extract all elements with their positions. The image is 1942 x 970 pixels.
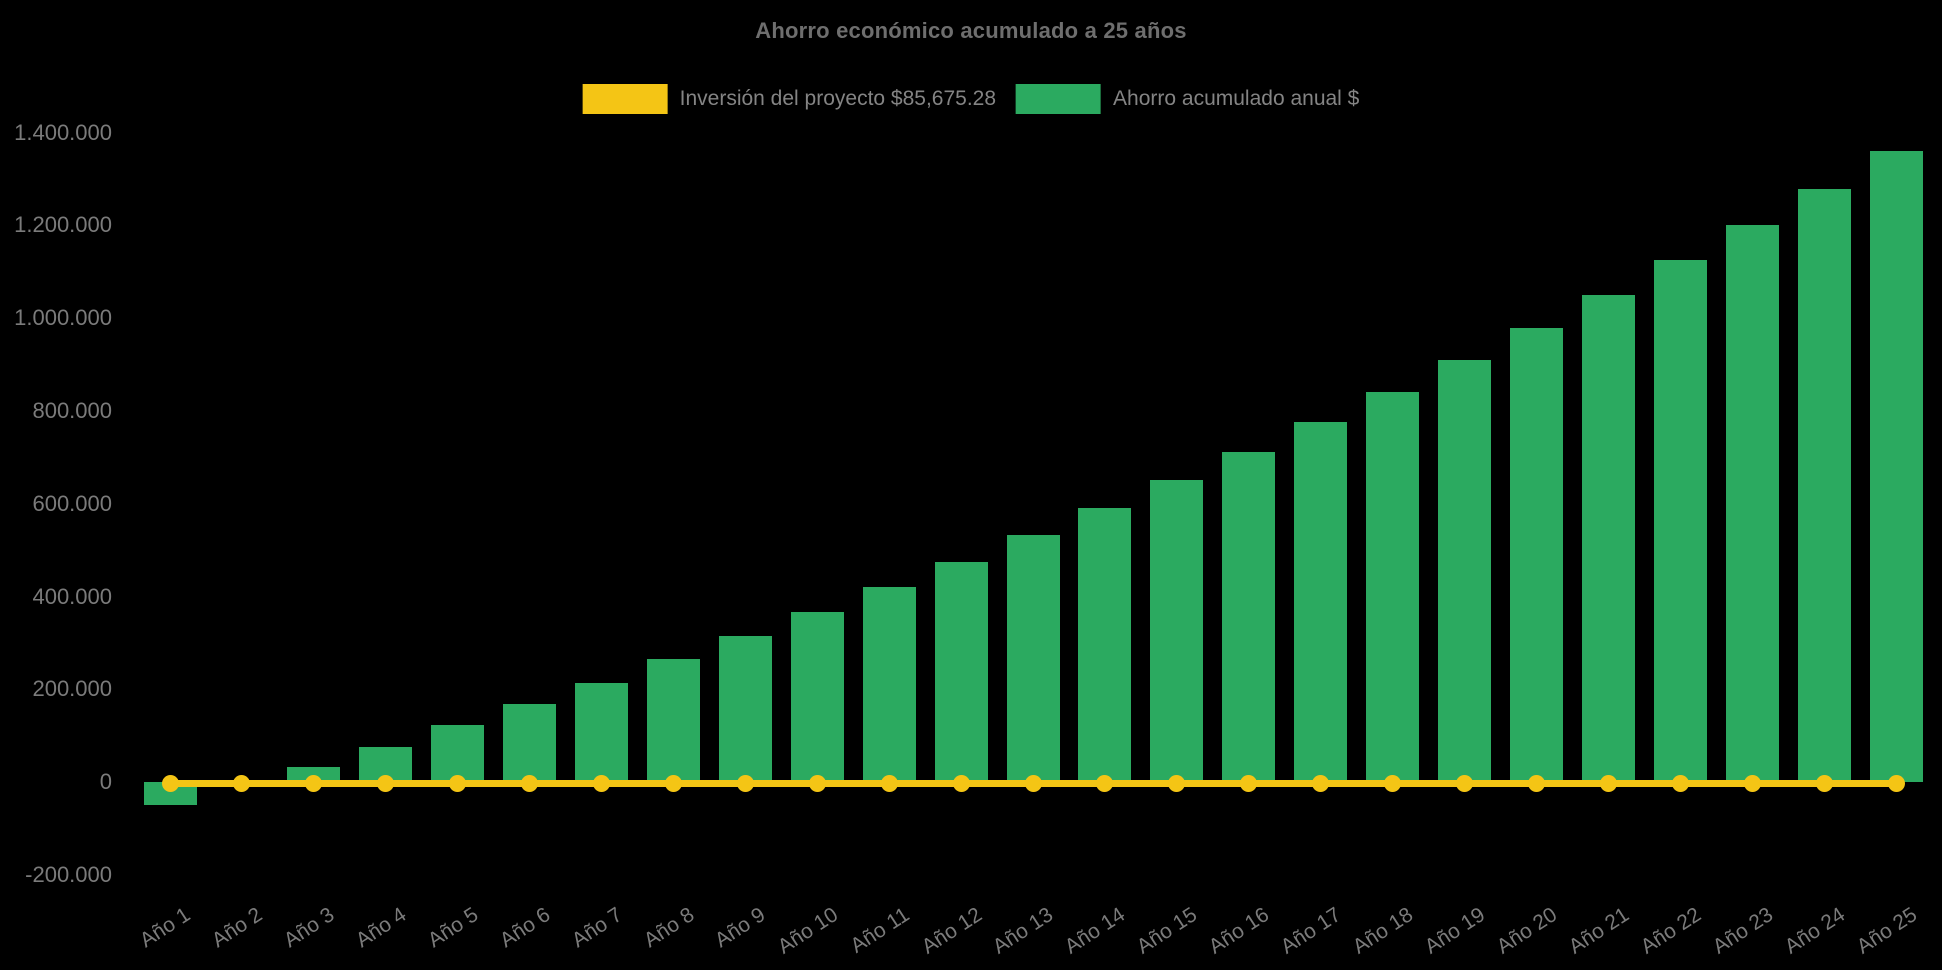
line-marker-year-18[interactable] [1384,774,1402,792]
line-marker-year-17[interactable] [1312,774,1330,792]
x-axis-label: Año 7 [567,903,627,953]
y-axis-tick-label: 600.000 [32,490,112,516]
bar-year-8[interactable] [646,659,700,783]
legend-label-savings: Ahorro acumulado anual $ [1113,87,1360,110]
line-marker-year-23[interactable] [1743,774,1761,792]
x-axis-label: Año 2 [207,903,267,953]
line-marker-year-3[interactable] [305,774,323,792]
bar-year-6[interactable] [503,704,557,783]
line-marker-year-10[interactable] [808,774,826,792]
line-marker-year-4[interactable] [377,774,395,792]
x-axis-label: Año 13 [989,903,1058,959]
bar-year-20[interactable] [1509,328,1563,783]
bar-year-21[interactable] [1581,295,1635,783]
bar-year-18[interactable] [1366,392,1420,783]
line-marker-year-16[interactable] [1240,774,1258,792]
bar-year-19[interactable] [1438,359,1492,783]
line-marker-year-22[interactable] [1671,774,1689,792]
bar-year-5[interactable] [431,725,485,783]
line-marker-year-24[interactable] [1815,774,1833,792]
legend-item-savings[interactable]: Ahorro acumulado anual $ [1016,84,1359,114]
bar-year-14[interactable] [1078,508,1132,783]
y-axis-tick-label: 1.400.000 [14,119,112,145]
x-axis-label: Año 12 [917,903,986,959]
bar-year-10[interactable] [790,612,844,783]
bar-year-12[interactable] [934,562,988,783]
x-axis-label: Año 22 [1636,903,1705,959]
line-marker-year-12[interactable] [952,774,970,792]
bar-year-9[interactable] [718,636,772,783]
line-marker-year-25[interactable] [1887,774,1905,792]
x-axis-label: Año 19 [1420,903,1490,959]
x-axis-label: Año 24 [1780,903,1849,959]
x-axis-label: Año 9 [711,903,770,953]
y-axis-tick-label: 0 [99,769,112,795]
x-axis-label: Año 15 [1133,903,1202,959]
line-marker-year-8[interactable] [664,774,682,792]
line-marker-year-14[interactable] [1096,774,1114,792]
y-axis-tick-label: 1.200.000 [14,212,112,238]
legend-label-investment: Inversión del proyecto $85,675.28 [679,87,997,110]
line-marker-year-11[interactable] [880,774,898,792]
chart-title: Ahorro económico acumulado a 25 años [755,18,1187,43]
x-axis-label: Año 16 [1204,903,1274,959]
line-marker-year-1[interactable] [161,774,179,792]
bar-year-1[interactable] [143,782,197,806]
bar-year-25[interactable] [1869,151,1923,783]
line-marker-year-20[interactable] [1527,774,1545,792]
bar-year-22[interactable] [1653,260,1707,783]
x-axis-label: Año 5 [423,903,483,953]
bar-year-24[interactable] [1797,189,1851,783]
bar-year-15[interactable] [1150,479,1204,783]
bar-year-16[interactable] [1222,452,1276,783]
bar-year-17[interactable] [1294,422,1348,783]
x-axis-label: Año 18 [1348,903,1418,959]
y-axis-tick-label: 400.000 [32,583,112,609]
x-axis-label: Año 10 [773,903,842,959]
line-marker-year-13[interactable] [1024,774,1042,792]
x-axis-label: Año 14 [1061,903,1130,959]
bar-year-23[interactable] [1725,225,1779,783]
x-axis-label: Año 21 [1564,903,1633,959]
line-marker-year-15[interactable] [1168,774,1186,792]
x-axis-label: Año 4 [351,903,411,953]
investment-swatch-icon [582,84,668,114]
bar-year-13[interactable] [1006,535,1060,783]
line-marker-year-21[interactable] [1599,774,1617,792]
line-marker-year-19[interactable] [1456,774,1474,792]
x-axis-label: Año 11 [846,903,914,958]
x-axis-label: Año 8 [639,903,698,953]
y-axis-tick-label: 800.000 [32,398,112,423]
line-marker-year-5[interactable] [449,774,467,792]
x-axis-label: Año 3 [279,903,339,953]
bar-year-3[interactable] [287,766,341,783]
y-axis-tick-label: 200.000 [32,676,112,702]
line-marker-year-9[interactable] [736,774,754,792]
line-marker-year-6[interactable] [521,774,539,792]
x-axis-label: Año 20 [1492,903,1562,959]
x-axis-label: Año 6 [495,903,555,953]
legend-item-investment[interactable]: Inversión del proyecto $85,675.28 [582,84,997,114]
x-axis-label: Año 17 [1276,903,1346,959]
line-marker-year-2[interactable] [233,774,251,792]
savings-swatch-icon [1016,84,1102,114]
y-axis-tick-label: 1.000.000 [14,305,112,331]
y-axis-tick-label: -200.000 [25,862,112,887]
x-axis-label: Año 23 [1708,903,1777,959]
line-marker-year-7[interactable] [593,774,611,792]
bar-year-11[interactable] [862,587,916,783]
x-axis-label: Año 1 [135,903,195,953]
legend: Inversión del proyecto $85,675.28 Ahorro… [582,84,1359,114]
x-axis-label: Año 25 [1852,903,1921,959]
bar-year-7[interactable] [575,682,629,783]
